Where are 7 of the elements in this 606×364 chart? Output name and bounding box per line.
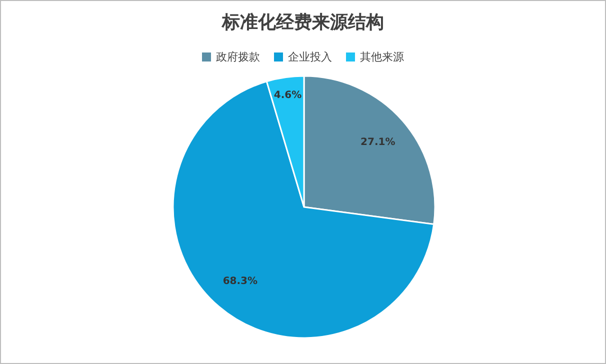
data-label: 4.6% (274, 90, 302, 102)
legend-label: 企业投入 (288, 50, 332, 64)
chart-title: 标准化经费来源结构 (221, 12, 384, 32)
legend-label: 政府拨款 (216, 50, 260, 64)
legend-label: 其他来源 (360, 50, 404, 64)
data-label: 27.1% (360, 136, 396, 148)
data-label: 68.3% (222, 276, 258, 288)
